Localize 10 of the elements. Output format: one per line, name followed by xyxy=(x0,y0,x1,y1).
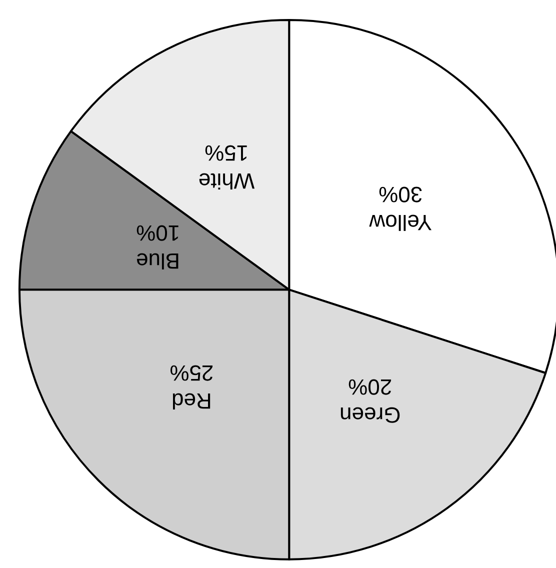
data-label: 25% xyxy=(170,360,214,386)
data-label: 20% xyxy=(348,374,392,400)
slice-label: Green xyxy=(340,402,401,428)
slice-label: Blue xyxy=(136,248,180,274)
data-label: 15% xyxy=(204,140,249,166)
data-label: 10% xyxy=(136,220,180,246)
slice-label: Yellow xyxy=(369,210,432,236)
data-label: 30% xyxy=(378,182,423,208)
slice-label: White xyxy=(198,168,255,194)
slice-label: Red xyxy=(171,388,212,414)
